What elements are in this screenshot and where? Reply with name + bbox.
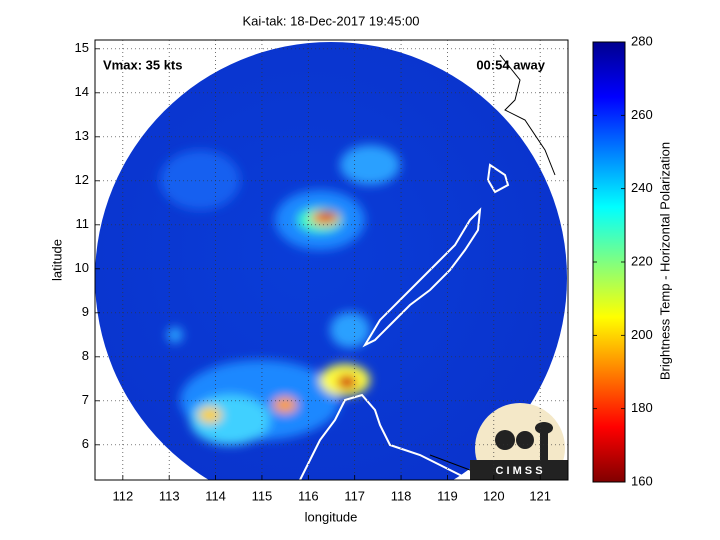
x-tick-label: 121: [529, 488, 551, 503]
y-tick-label: 12: [75, 172, 89, 187]
x-tick-label: 114: [205, 488, 226, 503]
y-tick-label: 15: [75, 40, 89, 55]
colorbar-tick-label: 260: [631, 107, 653, 122]
colorbar-tick-label: 220: [631, 253, 653, 268]
image: [95, 42, 568, 480]
y-tick-label: 14: [75, 84, 89, 99]
annotation: Vmax: 35 kts: [103, 57, 183, 72]
x-tick-label: 115: [252, 488, 273, 503]
colorbar-tick-label: 240: [631, 180, 653, 195]
colorbar: [592, 41, 626, 483]
y-tick-label: 7: [82, 392, 89, 407]
colorbar-label: Brightness Temp - Horizontal Polarizatio…: [657, 142, 672, 380]
x-axis-label: longitude: [305, 509, 358, 524]
x-tick-label: 120: [483, 488, 505, 503]
annotation: 00:54 away: [476, 57, 545, 72]
y-tick-label: 11: [76, 216, 90, 231]
x-tick-label: 117: [344, 488, 365, 503]
y-tick-label: 8: [82, 348, 89, 363]
y-tick-label: 13: [75, 128, 89, 143]
x-tick-label: 112: [112, 488, 133, 503]
x-tick-label: 119: [437, 488, 458, 503]
colorbar-tick-label: 200: [631, 327, 653, 342]
y-tick-label: 6: [82, 436, 89, 451]
logo: C I M S S: [495, 465, 542, 477]
y-tick-label: 10: [75, 260, 89, 275]
colorbar-tick-label: 160: [631, 473, 653, 488]
y-tick-label: 9: [82, 304, 89, 319]
plot-frame: [94, 39, 569, 481]
x-tick-label: 116: [298, 488, 319, 503]
x-tick-label: 118: [391, 488, 412, 503]
colorbar-tick-label: 180: [631, 400, 653, 415]
colorbar-tick-label: 280: [631, 33, 653, 48]
y-axis-label: latitude: [49, 239, 64, 281]
x-tick-label: 113: [159, 488, 180, 503]
chart-title: Kai-tak: 18-Dec-2017 19:45:00: [242, 13, 419, 28]
